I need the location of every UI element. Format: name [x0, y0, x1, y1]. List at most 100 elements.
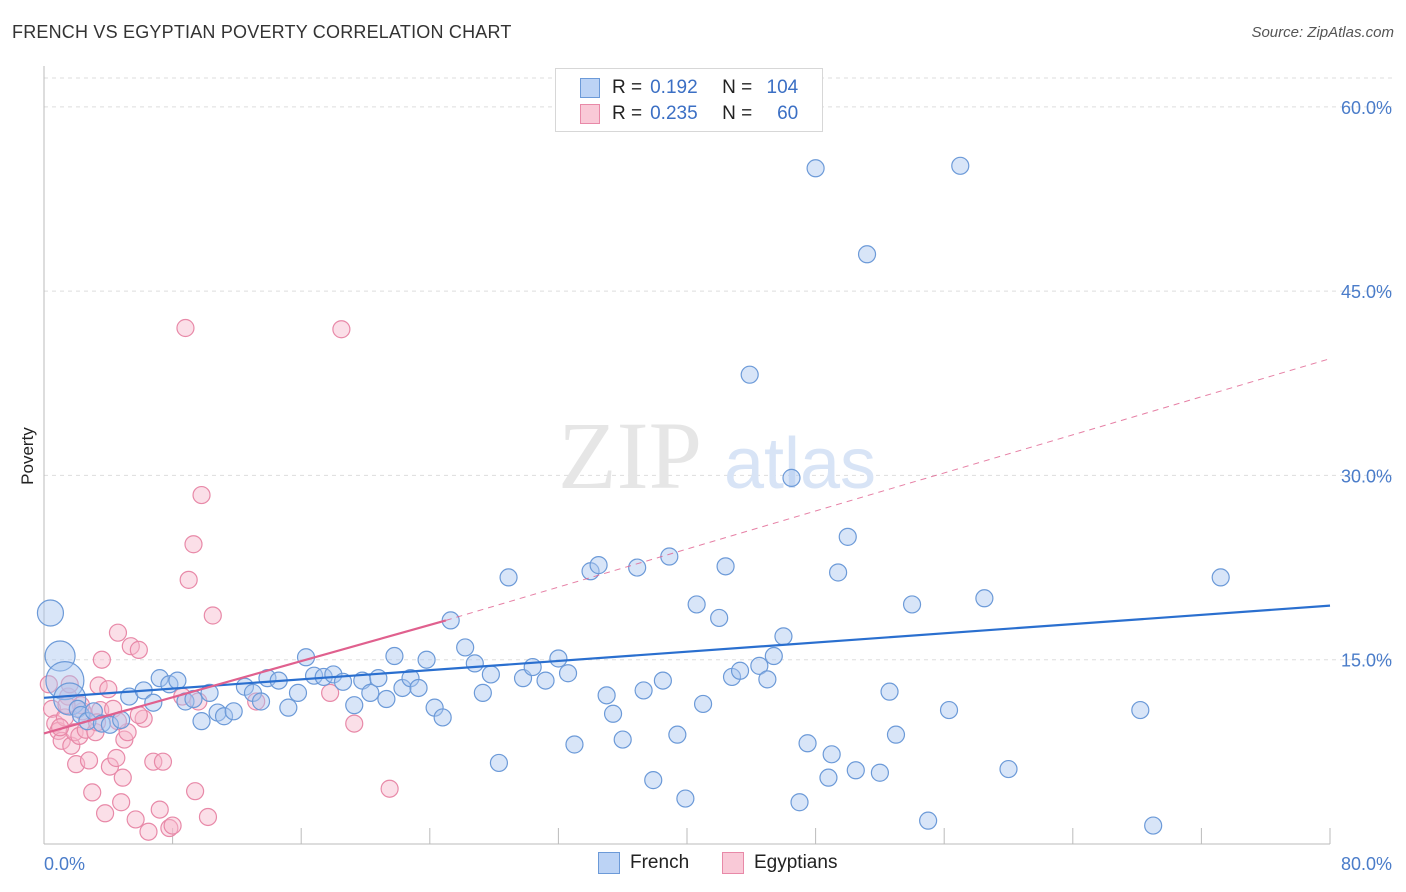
egyptians-point [60, 675, 79, 694]
egyptians-point [150, 800, 169, 819]
french-point [750, 656, 769, 675]
egyptians-point [184, 535, 203, 554]
french-point [774, 627, 793, 646]
french-point [806, 159, 825, 178]
french-point [377, 689, 396, 709]
french-point [758, 670, 777, 689]
french-point [345, 696, 364, 715]
egyptians-point [153, 752, 173, 771]
egyptians-point [126, 810, 145, 829]
x-tick-label: 80.0% [1341, 854, 1392, 874]
legend-r-label: R = [612, 103, 643, 124]
french-point [251, 692, 271, 711]
french-point [473, 683, 492, 702]
french-point [782, 468, 801, 487]
trend-lines [43, 358, 1331, 735]
egyptians-point [332, 320, 351, 339]
french-point [764, 646, 783, 666]
axes [43, 66, 1331, 845]
french-point [613, 730, 632, 749]
egyptians-point [52, 731, 71, 750]
french-point [902, 595, 922, 614]
legend-row-french: R = 0.192 N = 104 [580, 76, 798, 100]
egyptians-point [179, 570, 198, 589]
source-label: Source: ZipAtlas.com [1251, 24, 1394, 41]
french-point [634, 681, 653, 700]
french-point [870, 763, 890, 782]
egyptians-point [321, 683, 340, 702]
french-point [489, 753, 509, 773]
french-point [975, 589, 994, 608]
french-point [653, 671, 672, 690]
watermark-atlas: atlas [724, 424, 876, 504]
watermark: ZIP atlas [558, 402, 876, 509]
y-tick-label: 30.0% [1341, 466, 1392, 486]
french-point [481, 665, 500, 684]
french-point [433, 708, 452, 727]
french-point [536, 671, 555, 690]
egyptians-points [39, 318, 399, 841]
legend-n-label: N = [722, 103, 753, 124]
french-point [288, 683, 308, 702]
egyptians-point [39, 675, 58, 694]
y-tick-label: 45.0% [1341, 282, 1392, 302]
tick-labels: 15.0% 30.0% 45.0% 60.0% 0.0% 80.0% [44, 98, 1392, 874]
french-point [597, 686, 616, 705]
egyptians-point [129, 640, 148, 659]
french-swatch [580, 78, 600, 98]
french-point [279, 698, 298, 717]
french-point [100, 715, 120, 734]
french-point [939, 700, 959, 720]
french-point [838, 527, 857, 546]
egyptians-point [42, 699, 62, 718]
french-point [192, 712, 211, 731]
bottom-legend-egyptians: Egyptians [722, 852, 837, 874]
legend-r-value: 0.192 [650, 77, 698, 98]
french-point [829, 563, 848, 582]
egyptians-point [192, 485, 211, 505]
french-point [857, 245, 877, 264]
french-point [668, 725, 687, 744]
french-point [819, 768, 838, 787]
legend-row-egyptians: R = 0.235 N = 60 [580, 102, 798, 126]
french-point [822, 745, 841, 764]
french-point [465, 654, 484, 673]
french-point [304, 666, 324, 685]
french-point [589, 556, 608, 575]
french-point [409, 678, 428, 698]
french-point [456, 638, 475, 657]
french-point [798, 734, 817, 753]
french-point [558, 664, 578, 683]
french-point [523, 657, 542, 677]
french-point [324, 665, 343, 684]
egyptians-point [83, 783, 102, 802]
french-point [224, 702, 243, 721]
egyptians-point [203, 606, 222, 625]
egyptians-point [176, 318, 195, 338]
egyptians-point [345, 714, 364, 733]
egyptians-point [79, 751, 99, 770]
egyptians-point [198, 807, 218, 827]
french-point [886, 725, 906, 744]
french-point [999, 759, 1018, 779]
french-point [1211, 568, 1230, 587]
bottom-legend-french: French [598, 852, 689, 874]
french-point [628, 558, 647, 577]
french-point [1144, 816, 1163, 835]
egyptians-point [163, 816, 182, 835]
french-point [168, 671, 187, 690]
french-point [385, 646, 404, 666]
french-point [369, 669, 388, 688]
egyptians-point [113, 768, 132, 787]
egyptians-point [144, 752, 163, 771]
egyptians-point [95, 804, 115, 823]
egyptians-point [139, 822, 158, 841]
french-point [549, 649, 568, 668]
french-point [150, 669, 169, 688]
french-point [951, 156, 970, 175]
legend-box: R = 0.192 N = 104 R = 0.235 N = 60 [555, 68, 823, 132]
watermark-zip: ZIP [558, 402, 702, 509]
french-point [603, 704, 623, 723]
y-tick-label: 60.0% [1341, 98, 1392, 118]
egyptians-point [99, 680, 118, 699]
